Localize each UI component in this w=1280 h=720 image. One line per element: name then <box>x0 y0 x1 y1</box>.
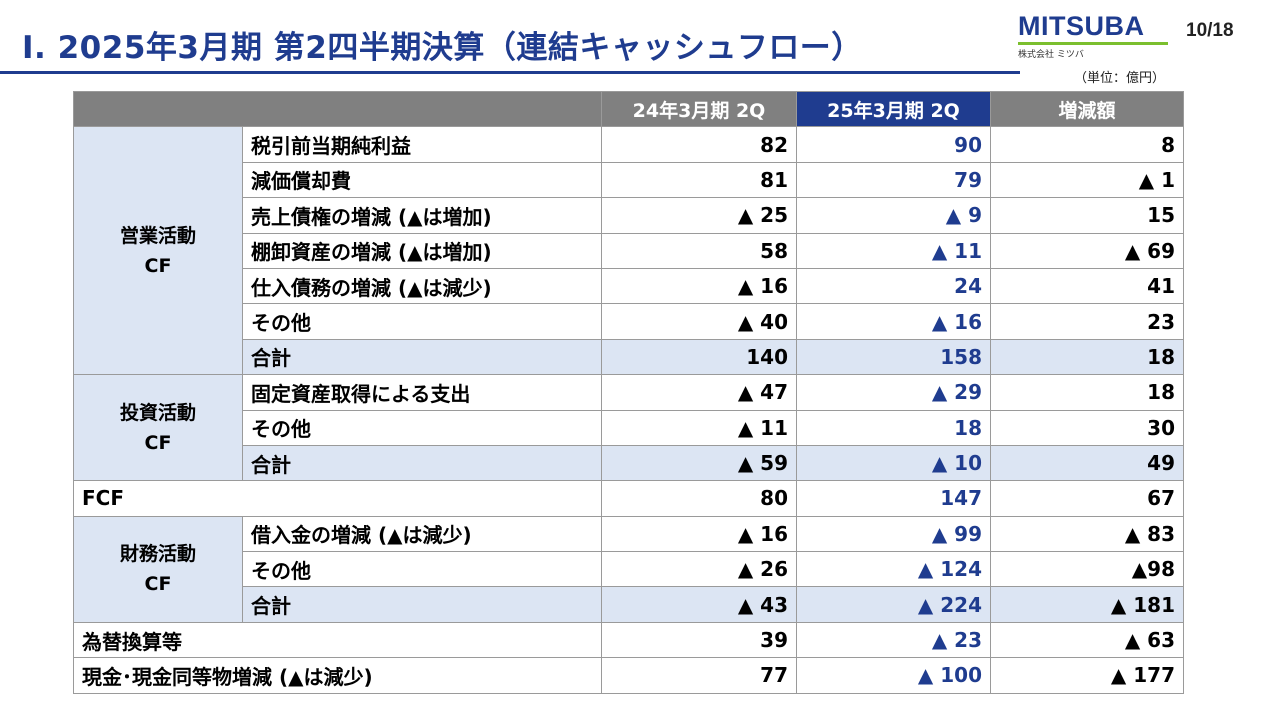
row-label: 減価償却費 <box>242 161 602 199</box>
logo-company-name: 株式会社 ミツバ <box>1018 50 1084 60</box>
value-current: 79 <box>796 161 991 199</box>
row-label: 借入金の増減 (▲は減少) <box>242 515 602 553</box>
section-financing-cf: 財務活動 CF <box>73 515 243 623</box>
value-prev: 39 <box>601 621 797 659</box>
row-label: 売上債権の増減 (▲は増加) <box>242 197 602 234</box>
value-diff: ▲ 177 <box>990 657 1184 694</box>
subtotal-row: 合計 140 158 18 <box>74 338 1184 376</box>
value-diff: 41 <box>990 267 1184 305</box>
value-current: ▲ 29 <box>796 374 991 411</box>
table-row: FCF 80 147 67 <box>73 480 1184 517</box>
value-prev: ▲ 26 <box>601 551 797 588</box>
value-diff: 18 <box>990 338 1184 376</box>
value-current: ▲ 100 <box>796 657 991 694</box>
page-number: 10/18 <box>1186 20 1234 41</box>
value-diff: 8 <box>990 126 1184 163</box>
value-prev: 81 <box>601 161 797 199</box>
table-header-row: 24年3月期 2Q 25年3月期 2Q 増減額 <box>73 90 1184 128</box>
row-label: 仕入債務の増減 (▲は減少) <box>242 267 602 305</box>
row-label: 棚卸資産の増減 (▲は増加) <box>242 232 602 269</box>
value-current: ▲ 23 <box>796 621 991 659</box>
value-diff: 23 <box>990 303 1184 340</box>
value-prev: 80 <box>601 480 797 517</box>
value-diff: 67 <box>990 480 1184 517</box>
value-current: ▲ 10 <box>796 444 991 482</box>
section-label: 投資活動 CF <box>119 401 196 454</box>
unit-label: （単位：億円） <box>1074 71 1166 86</box>
value-prev: 82 <box>601 126 797 163</box>
value-prev: ▲ 40 <box>601 303 797 340</box>
value-current: 24 <box>796 267 991 305</box>
value-diff: ▲ 1 <box>990 161 1184 199</box>
row-label: 合計 <box>242 444 602 482</box>
company-logo: MITSUBA 株式会社 ミツバ <box>1018 12 1168 60</box>
value-prev: ▲ 16 <box>601 515 797 553</box>
section-label: 営業活動 CF <box>119 224 196 277</box>
table-row: 棚卸資産の増減 (▲は増加) 58 ▲ 11 ▲ 69 <box>74 232 1184 269</box>
table-row: その他 ▲ 40 ▲ 16 23 <box>74 303 1184 340</box>
row-label: 合計 <box>242 586 602 623</box>
value-prev: ▲ 47 <box>601 374 797 411</box>
subtotal-row: 合計 ▲ 43 ▲ 224 ▲ 181 <box>74 586 1184 623</box>
value-prev: ▲ 43 <box>601 586 797 623</box>
value-diff: ▲98 <box>990 551 1184 588</box>
value-prev: ▲ 16 <box>601 267 797 305</box>
table-row: 現金･現金同等物増減 (▲は減少) 77 ▲ 100 ▲ 177 <box>73 657 1184 694</box>
column-header-prev: 24年3月期 2Q <box>601 90 797 128</box>
row-label: その他 <box>242 303 602 340</box>
column-header-current: 25年3月期 2Q <box>796 90 991 128</box>
row-label: 合計 <box>242 338 602 376</box>
section-investing-cf: 投資活動 CF <box>73 374 243 482</box>
row-label: 固定資産取得による支出 <box>242 374 602 411</box>
value-prev: 140 <box>601 338 797 376</box>
logo-underline <box>1018 42 1168 45</box>
value-current: 147 <box>796 480 991 517</box>
value-diff: 18 <box>990 374 1184 411</box>
table-row: その他 ▲ 11 18 30 <box>74 409 1184 446</box>
value-current: 158 <box>796 338 991 376</box>
column-header-diff: 増減額 <box>990 90 1184 128</box>
value-diff: 15 <box>990 197 1184 234</box>
table-row: 営業活動 CF 税引前当期純利益 82 90 8 <box>73 126 1184 376</box>
table-row: 仕入債務の増減 (▲は減少) ▲ 16 24 41 <box>74 267 1184 305</box>
value-current: ▲ 16 <box>796 303 991 340</box>
table-row: 売上債権の増減 (▲は増加) ▲ 25 ▲ 9 15 <box>74 197 1184 234</box>
value-prev: 77 <box>601 657 797 694</box>
value-diff: 49 <box>990 444 1184 482</box>
table-row: その他 ▲ 26 ▲ 124 ▲98 <box>74 551 1184 588</box>
row-label: その他 <box>242 551 602 588</box>
row-label: 現金･現金同等物増減 (▲は減少) <box>73 657 602 694</box>
value-current: ▲ 11 <box>796 232 991 269</box>
value-diff: ▲ 181 <box>990 586 1184 623</box>
header-blank-cell <box>73 90 602 128</box>
section-operating-cf: 営業活動 CF <box>73 126 243 376</box>
value-current: 90 <box>796 126 991 163</box>
value-current: ▲ 124 <box>796 551 991 588</box>
value-current: ▲ 99 <box>796 515 991 553</box>
value-prev: ▲ 59 <box>601 444 797 482</box>
subtotal-row: 合計 ▲ 59 ▲ 10 49 <box>74 444 1184 482</box>
value-diff: ▲ 69 <box>990 232 1184 269</box>
value-current: ▲ 9 <box>796 197 991 234</box>
page-title: Ⅰ. 2025年3月期 第2四半期決算（連結キャッシュフロー） <box>22 30 863 66</box>
cash-flow-table: 24年3月期 2Q 25年3月期 2Q 増減額 営業活動 CF 税引前当期純利益… <box>73 90 1184 694</box>
value-prev: ▲ 25 <box>601 197 797 234</box>
table-row: 財務活動 CF 借入金の増減 (▲は減少) ▲ 16 ▲ 99 ▲ 83 <box>73 515 1184 623</box>
logo-wordmark: MITSUBA <box>1018 11 1145 41</box>
row-label: 為替換算等 <box>73 621 602 659</box>
table-row: 投資活動 CF 固定資産取得による支出 ▲ 47 ▲ 29 18 <box>73 374 1184 482</box>
value-current: ▲ 224 <box>796 586 991 623</box>
section-label: 財務活動 CF <box>119 543 196 596</box>
value-diff: ▲ 83 <box>990 515 1184 553</box>
table-row: 為替換算等 39 ▲ 23 ▲ 63 <box>73 621 1184 659</box>
title-underline <box>0 71 1020 74</box>
row-label: FCF <box>73 480 602 517</box>
row-label: その他 <box>242 409 602 446</box>
value-prev: ▲ 11 <box>601 409 797 446</box>
row-label: 税引前当期純利益 <box>242 126 602 163</box>
value-diff: 30 <box>990 409 1184 446</box>
value-prev: 58 <box>601 232 797 269</box>
value-diff: ▲ 63 <box>990 621 1184 659</box>
value-current: 18 <box>796 409 991 446</box>
